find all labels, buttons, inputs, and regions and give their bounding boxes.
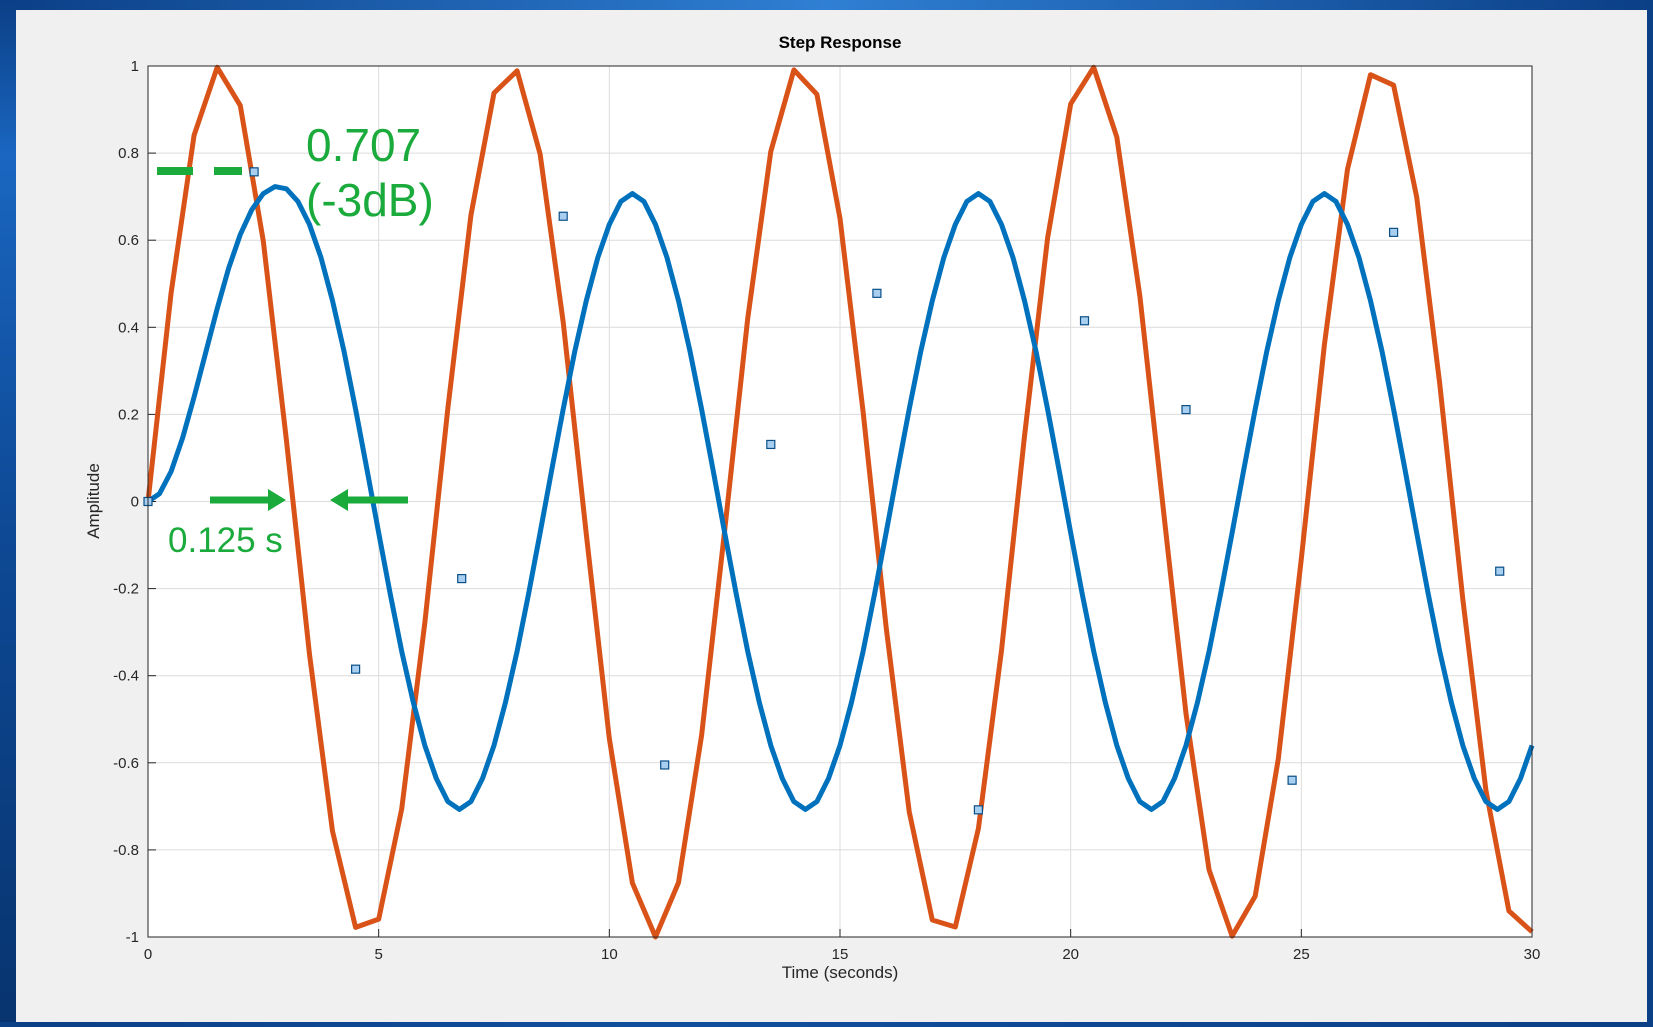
series-marker: [1388, 227, 1399, 237]
axis-ticks: 0 5 10 15 20 25 30 -1 -0.8 -0.6 -0.4 -0.2 0 0.2 0.4 0.6…: [113, 58, 1540, 963]
x-tick-label: 0: [144, 946, 152, 963]
y-tick-label: 1: [131, 58, 139, 75]
y-tick-label: -0.6: [113, 755, 139, 772]
time-delay-label: 0.125 s: [168, 521, 283, 560]
series-marker: [1287, 775, 1297, 785]
series-marker: [766, 439, 776, 450]
series-blue-line: [146, 184, 1535, 812]
amplitude-db-label: (-3dB): [306, 174, 434, 226]
x-axis-label: Time (seconds): [782, 963, 899, 982]
y-tick-label: -0.4: [113, 668, 139, 685]
y-tick-label: 0: [131, 494, 139, 511]
chart-title: Step Response: [779, 33, 902, 52]
x-tick-label: 25: [1293, 946, 1310, 963]
series-marker: [660, 760, 670, 770]
slide-top-stripe: [0, 0, 1653, 10]
delay-arrow-right-head: [268, 489, 286, 511]
series-marker: [351, 664, 361, 674]
series-marker: [249, 167, 259, 177]
y-tick-label: 0.2: [118, 406, 139, 423]
x-tick-label: 30: [1524, 946, 1541, 963]
x-tick-label: 10: [601, 946, 618, 963]
series-marker: [457, 573, 467, 584]
series-marker: [1181, 405, 1191, 415]
slide-right-stripe: [1647, 0, 1653, 1022]
series-orange-line: [145, 64, 1534, 940]
y-tick-label: -0.8: [113, 842, 139, 859]
series-marker: [973, 805, 984, 815]
y-tick-label: 0.4: [118, 319, 139, 336]
figure-panel: 0 5 10 15 20 25 30 -1 -0.8 -0.6 -0.4 -0.2 0 0.2 0.4 0.6…: [16, 10, 1647, 1022]
y-tick-label: -0.2: [113, 581, 139, 598]
y-tick-label: 0.8: [118, 145, 139, 162]
series-marker: [1079, 316, 1090, 326]
series-marker: [1495, 566, 1505, 576]
x-tick-label: 5: [374, 946, 382, 963]
slide-left-stripe: [0, 0, 16, 1022]
x-tick-label: 15: [832, 946, 849, 963]
y-tick-label: 0.6: [118, 232, 139, 249]
step-response-chart: 0 5 10 15 20 25 30 -1 -0.8 -0.6 -0.4 -0.2 0 0.2 0.4 0.6…: [84, 33, 1540, 982]
plot-frame: [147, 65, 1533, 938]
y-tick-label: -1: [126, 929, 139, 946]
series-marker: [558, 211, 568, 221]
y-axis-label: Amplitude: [84, 463, 103, 539]
series-layer: [143, 64, 1535, 940]
x-tick-label: 20: [1062, 946, 1079, 963]
series-marker: [872, 288, 882, 298]
delay-arrow-left-head: [330, 489, 348, 511]
amplitude-value-label: 0.707: [306, 119, 421, 171]
annotations: 0.707 (-3dB) 0.125 s: [157, 119, 434, 560]
